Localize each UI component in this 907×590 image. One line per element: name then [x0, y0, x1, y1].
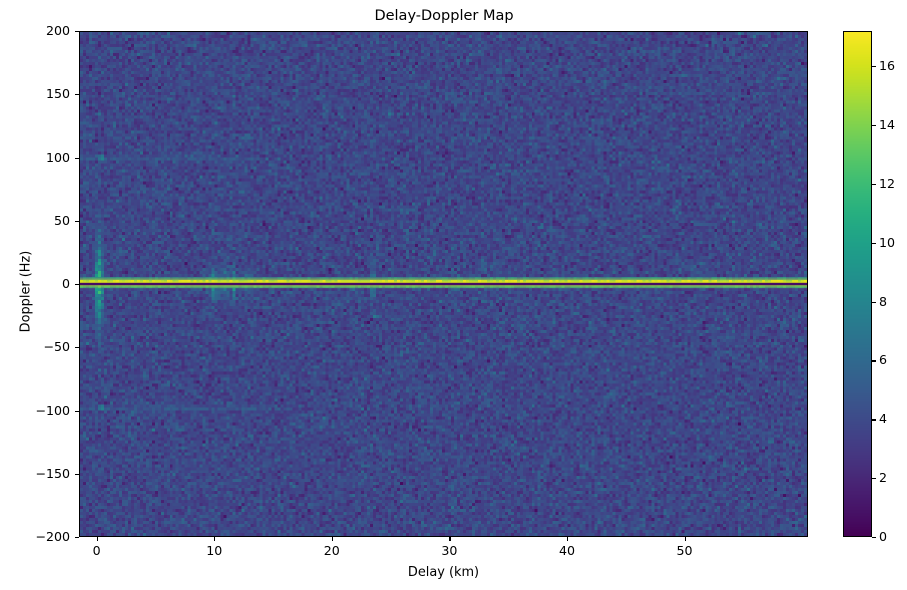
x-axis-label: Delay (km) [407, 565, 480, 580]
colorbar-tick-label: 8 [879, 293, 888, 309]
colorbar-tick [872, 242, 876, 244]
x-tick-label: 0 [92, 543, 101, 558]
heatmap-image [80, 32, 807, 536]
x-tick [684, 537, 686, 541]
page-title: Delay-Doppler Map [374, 8, 514, 24]
x-tick [449, 537, 451, 541]
colorbar-tick-label: 10 [879, 234, 896, 250]
colorbar-tick [872, 478, 876, 480]
y-tick-label: 150 [45, 86, 70, 102]
x-tick [331, 537, 333, 541]
y-tick [75, 157, 79, 159]
x-tick-label: 30 [441, 543, 458, 558]
colorbar-tick-label: 4 [879, 411, 888, 427]
colorbar-tick-label: 6 [879, 352, 888, 368]
y-tick-label: −100 [35, 402, 70, 418]
y-tick [75, 284, 79, 286]
y-tick [75, 220, 79, 222]
y-tick-label: −50 [43, 339, 70, 355]
colorbar-tick-label: 2 [879, 470, 888, 486]
colorbar-gradient [844, 32, 871, 536]
y-axis-label: Doppler (Hz) [18, 250, 34, 333]
x-tick-label: 40 [558, 543, 575, 558]
delay-doppler-heatmap-axes[interactable] [79, 31, 808, 537]
colorbar-tick [872, 360, 876, 362]
y-tick [75, 94, 79, 96]
y-tick-label: 100 [45, 149, 70, 165]
y-tick [75, 31, 79, 33]
y-tick-label: −150 [35, 465, 70, 481]
colorbar-tick [872, 419, 876, 421]
x-tick [96, 537, 98, 541]
colorbar-tick-label: 14 [879, 117, 896, 133]
x-tick-label: 10 [206, 543, 223, 558]
colorbar-tick-label: 16 [879, 58, 896, 74]
colorbar-tick [872, 66, 876, 68]
colorbar[interactable] [843, 31, 872, 537]
y-tick-label: 200 [45, 23, 70, 38]
colorbar-tick [872, 537, 876, 539]
x-tick-label: 20 [323, 543, 340, 558]
colorbar-tick [872, 301, 876, 303]
x-tick [566, 537, 569, 541]
y-tick-label: 50 [53, 212, 70, 228]
y-tick [75, 347, 79, 349]
x-tick-label: 50 [676, 543, 693, 558]
y-tick-label: −200 [35, 529, 70, 544]
y-tick-label: 0 [61, 276, 70, 291]
y-tick [75, 410, 79, 412]
y-tick [75, 473, 79, 475]
y-tick [75, 537, 79, 539]
x-tick [214, 537, 216, 541]
colorbar-tick [872, 125, 876, 127]
colorbar-tick-label: 12 [879, 175, 896, 191]
colorbar-tick-label: 0 [879, 529, 888, 544]
colorbar-tick [872, 183, 876, 186]
